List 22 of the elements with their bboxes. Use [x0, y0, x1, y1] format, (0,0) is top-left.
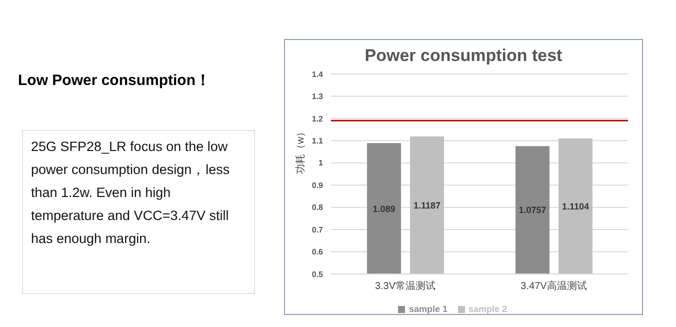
x-tick-label: 3.3V常温测试 — [374, 280, 436, 292]
y-tick-label: 0.7 — [312, 225, 324, 234]
y-tick-label: 1 — [318, 158, 324, 168]
chart-title: Power consumption test — [364, 46, 564, 67]
y-tick-label: 1.1 — [312, 136, 324, 146]
text: 25G SFP28_LR focus on the low power consumption design，less than 1.2w. Even in high temperature and VCC=3.47V still has enough margin. — [22, 130, 255, 294]
legend-label: sample 2 — [468, 304, 508, 314]
y-tick-label: 1.2 — [312, 114, 324, 124]
x-tick-label: 3.47V高温测试 — [520, 280, 587, 292]
y-tick-label: 0.9 — [312, 180, 324, 190]
data-label: 1.0757 — [518, 205, 546, 216]
text: Low Power consumption！ — [18, 71, 211, 90]
y-tick-label: 0.5 — [312, 270, 324, 279]
y-axis-title: 功耗（w） — [294, 126, 307, 174]
y-tick-label: 1.4 — [312, 70, 324, 79]
data-label: 1.089 — [372, 204, 396, 214]
data-label: 1.1104 — [562, 201, 590, 212]
y-tick-label: 0.6 — [312, 248, 324, 257]
y-tick-label: 0.8 — [312, 203, 324, 212]
data-label: 1.1187 — [413, 200, 441, 210]
legend-label: sample 1 — [408, 304, 448, 314]
y-tick-label: 1.3 — [312, 92, 324, 102]
